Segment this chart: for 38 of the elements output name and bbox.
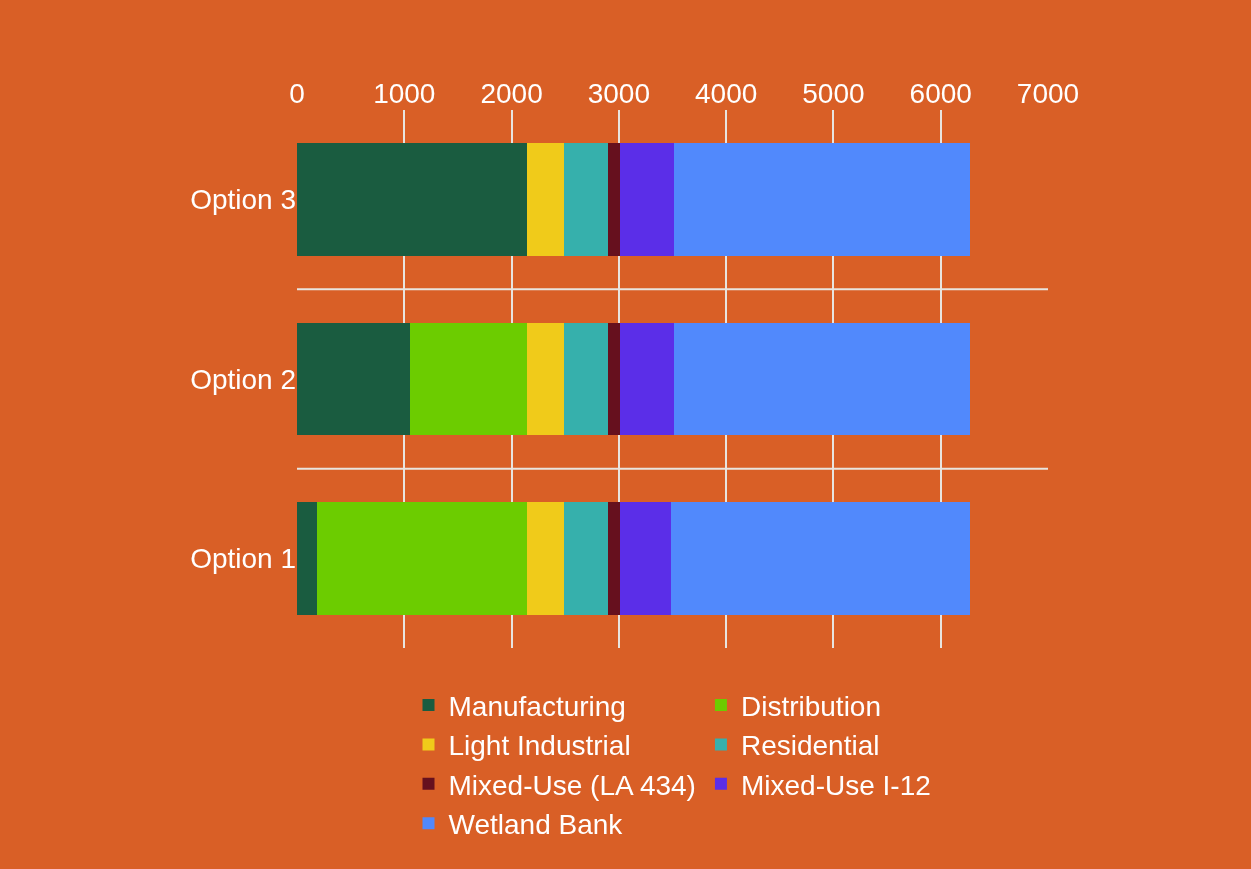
bar (608, 322, 620, 436)
x-tick-label: 3000 (587, 78, 651, 110)
legend-label: Mixed-Use (LA 434) (448, 769, 696, 801)
x-tick-label: 4000 (694, 78, 758, 110)
bar (297, 143, 527, 257)
bar (297, 322, 410, 436)
legend-label: Wetland Bank (448, 809, 624, 841)
bar (564, 501, 609, 615)
bar (409, 322, 527, 436)
bar (673, 322, 970, 436)
bar (564, 143, 609, 257)
bar (526, 501, 565, 615)
bar (608, 143, 620, 257)
y-tick-label: Option 1 (190, 543, 296, 575)
x-tick-label: 7000 (1016, 78, 1080, 110)
bar (619, 322, 674, 436)
bar (526, 322, 565, 436)
bar (297, 501, 318, 615)
x-tick-label: 1000 (373, 78, 436, 110)
bar (317, 501, 527, 615)
legend-label: Manufacturing (448, 690, 626, 722)
x-tick-label: 6000 (909, 78, 972, 110)
legend-label: Distribution (740, 690, 881, 722)
x-tick-label: 2000 (480, 78, 543, 110)
bar (619, 501, 672, 615)
x-tick-label: 5000 (802, 78, 865, 110)
bar (671, 501, 970, 615)
legend-label: Mixed-Use I-12 (740, 769, 931, 801)
bar (564, 322, 609, 436)
legend-label: Residential (740, 730, 880, 762)
bar (526, 143, 565, 257)
bar (608, 501, 620, 615)
legend-label: Light Industrial (448, 730, 631, 762)
y-tick-label: Option 2 (190, 363, 296, 395)
bar (673, 143, 970, 257)
bar (619, 143, 674, 257)
y-tick-label: Option 3 (190, 184, 296, 216)
x-tick-label: 0 (289, 78, 305, 110)
